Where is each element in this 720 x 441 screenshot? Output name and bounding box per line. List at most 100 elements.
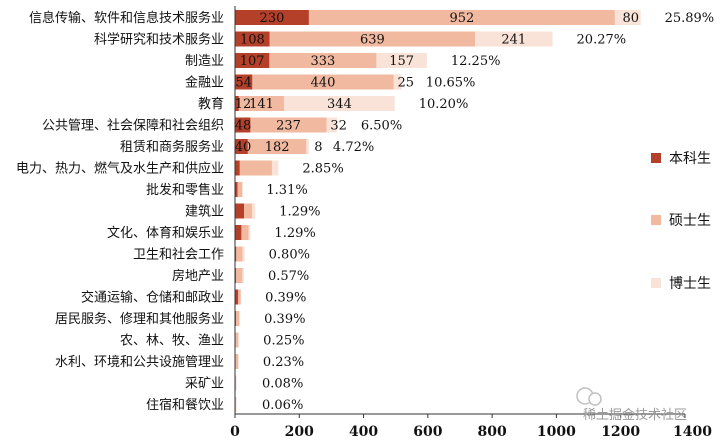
- x-tick-label: 600: [413, 424, 442, 440]
- bar-segment: [269, 53, 377, 68]
- bar-segment: [235, 10, 309, 25]
- category-label: 科学研究和技术服务业: [94, 32, 224, 48]
- bar-segment: [235, 117, 251, 133]
- value-label: 241: [501, 33, 526, 48]
- x-tick-label: 1200: [601, 424, 640, 440]
- bar-segment: [376, 53, 427, 68]
- value-label: 639: [360, 33, 385, 48]
- bar-segment: [242, 246, 245, 262]
- value-label: 40: [235, 140, 252, 155]
- bar-segment: [235, 354, 239, 369]
- value-label: 952: [449, 11, 474, 26]
- value-label: 48: [235, 119, 252, 134]
- percent-label: 12.25%: [451, 54, 501, 69]
- bar-segment: [239, 311, 241, 326]
- category-label: 农、林、牧、渔业: [120, 334, 224, 349]
- bars-layer: [235, 10, 641, 412]
- bar-segment: [235, 225, 242, 240]
- bar-segment: [250, 117, 327, 133]
- bar-segment: [235, 182, 238, 197]
- value-label: 237: [276, 119, 301, 134]
- legend-label: 硕士生: [669, 213, 711, 229]
- legend-swatch: [651, 278, 661, 288]
- bar-segment: [238, 289, 241, 305]
- bar-segment: [247, 139, 307, 154]
- value-label: 80: [622, 11, 639, 26]
- category-label: 卫生和社会工作: [133, 247, 224, 263]
- bar-segment: [243, 203, 253, 219]
- value-label: 12: [235, 97, 252, 112]
- bar-segment: [235, 74, 253, 90]
- bar-segment: [271, 160, 279, 176]
- value-label: 108: [240, 33, 265, 48]
- bar-segment: [235, 289, 239, 305]
- bar-segment: [235, 246, 237, 262]
- percent-label: 1.31%: [266, 183, 307, 198]
- bar-segment: [235, 332, 239, 348]
- percent-label: 1.29%: [279, 205, 320, 220]
- value-label: 182: [265, 140, 290, 155]
- watermark-text: 稀土掘金技术社区: [583, 407, 687, 423]
- category-label: 水利、环境和公共设施管理业: [55, 355, 224, 370]
- value-label: 32: [330, 119, 347, 134]
- bar-segment: [235, 311, 240, 326]
- watermark: 稀土掘金技术社区: [576, 387, 687, 423]
- value-label: 25: [397, 76, 414, 91]
- bar-segment: [236, 246, 243, 262]
- percent-label: 0.57%: [268, 269, 309, 284]
- x-tick-label: 1400: [673, 424, 712, 440]
- category-label: 金融业: [185, 75, 224, 91]
- category-label: 制造业: [185, 54, 224, 69]
- bar-segment: [252, 74, 394, 90]
- value-labels: 230 952 80 25.89% 108 639 241 20.27% 107 333 157 12…: [235, 11, 714, 413]
- percent-label: 0.06%: [262, 398, 303, 413]
- category-label: 教育: [198, 96, 224, 112]
- category-label: 交通运输、仓储和邮政业: [81, 290, 224, 306]
- bar-segment: [393, 74, 402, 90]
- category-label: 房地产业: [172, 268, 224, 284]
- percent-label: 0.39%: [265, 291, 306, 306]
- bar-segment: [235, 160, 240, 176]
- bar-segment: [269, 31, 476, 47]
- percent-label: 4.72%: [333, 140, 374, 155]
- category-label: 信息传输、软件和信息技术服务业: [29, 10, 224, 26]
- axes: 0 200 400 600 800 1000 1200 1400: [230, 6, 712, 440]
- x-tick-label: 800: [478, 424, 507, 440]
- value-label: 141: [249, 97, 274, 112]
- bar-segment: [306, 139, 309, 154]
- x-tick-label: 0: [230, 424, 240, 440]
- legend-swatch: [651, 153, 661, 163]
- percent-label: 0.39%: [264, 312, 305, 327]
- value-label: 107: [240, 54, 265, 69]
- bar-segment: [235, 96, 239, 111]
- category-label: 采矿业: [185, 377, 224, 392]
- bar-segment: [235, 53, 270, 68]
- value-label: 344: [327, 97, 352, 112]
- x-tick-label: 1000: [537, 424, 576, 440]
- legend-swatch: [651, 215, 661, 225]
- chat-bubble-icon: [576, 387, 602, 406]
- category-labels: 信息传输、软件和信息技术服务业科学研究和技术服务业制造业金融业教育公共管理、社会…: [16, 10, 224, 413]
- percent-label: 6.50%: [361, 119, 402, 134]
- percent-label: 0.08%: [262, 377, 303, 392]
- legend-label: 博士生: [669, 275, 711, 292]
- bar-segment: [242, 268, 244, 283]
- percent-label: 20.27%: [577, 33, 627, 48]
- bar-segment: [248, 225, 251, 240]
- bar-segment: [308, 10, 615, 25]
- percent-label: 2.85%: [302, 162, 343, 177]
- x-tick-label: 200: [285, 424, 314, 440]
- category-label: 批发和零售业: [146, 182, 224, 198]
- value-label: 8: [314, 140, 322, 155]
- bar-segment: [235, 268, 243, 283]
- bar-segment: [235, 397, 237, 412]
- percent-label: 0.25%: [263, 334, 304, 349]
- percent-label: 0.80%: [269, 248, 310, 263]
- value-label: 54: [235, 76, 252, 91]
- bar-segment: [241, 225, 249, 240]
- category-label: 建筑业: [185, 204, 224, 220]
- bar-segment: [475, 31, 553, 47]
- bar-segment: [326, 117, 337, 133]
- category-label: 租赁和商务服务业: [120, 139, 224, 155]
